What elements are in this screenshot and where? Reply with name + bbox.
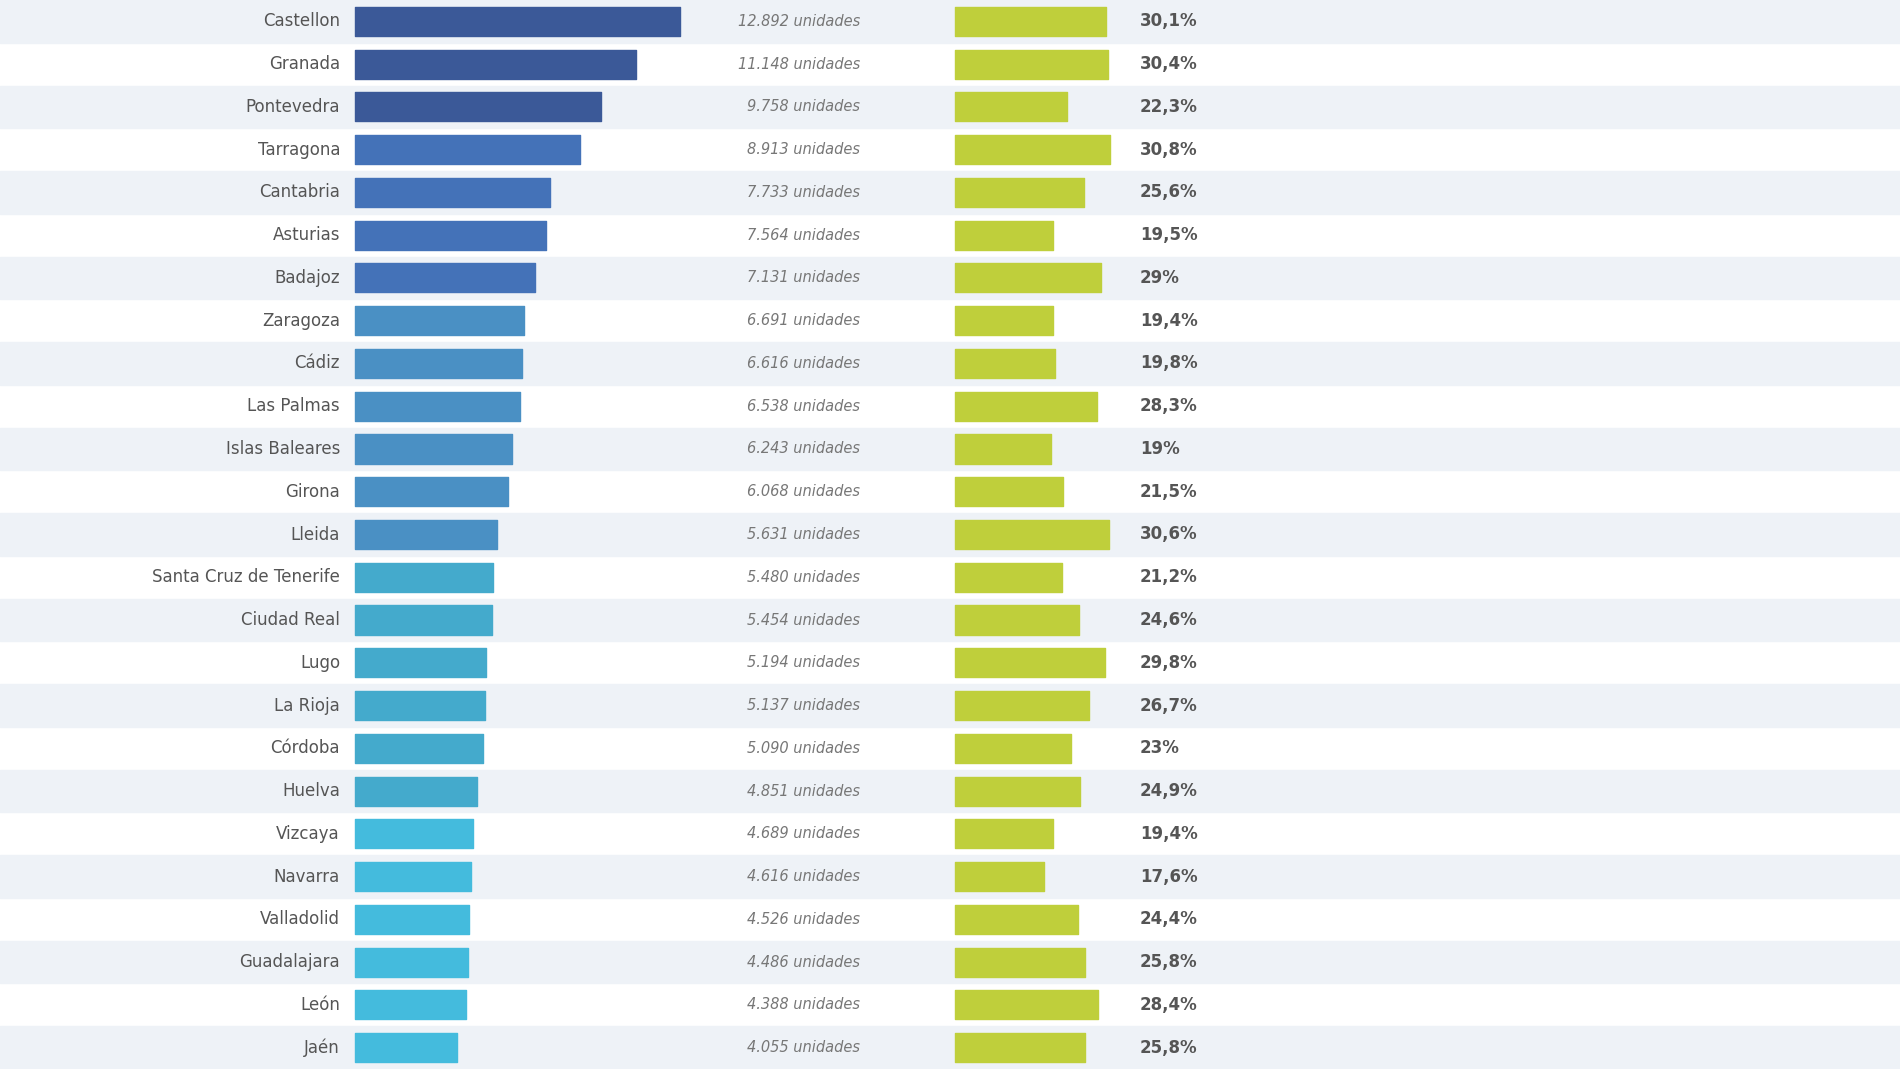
Text: 5.631 unidades: 5.631 unidades: [747, 527, 861, 542]
Text: Castellon: Castellon: [262, 13, 340, 30]
Text: 7.131 unidades: 7.131 unidades: [747, 270, 861, 285]
Text: 7.733 unidades: 7.733 unidades: [747, 185, 861, 200]
Text: Tarragona: Tarragona: [258, 141, 340, 158]
Text: Lleida: Lleida: [291, 526, 340, 543]
Text: 8.913 unidades: 8.913 unidades: [747, 142, 861, 157]
Text: 4.689 unidades: 4.689 unidades: [747, 826, 861, 841]
Text: Badajoz: Badajoz: [274, 269, 340, 286]
Text: 19,4%: 19,4%: [1140, 825, 1197, 842]
Text: 5.480 unidades: 5.480 unidades: [747, 570, 861, 585]
Text: 21,5%: 21,5%: [1140, 483, 1197, 500]
Text: Girona: Girona: [285, 483, 340, 500]
Text: La Rioja: La Rioja: [274, 697, 340, 714]
Text: 25,8%: 25,8%: [1140, 1039, 1197, 1056]
Text: Santa Cruz de Tenerife: Santa Cruz de Tenerife: [152, 569, 340, 586]
Text: 21,2%: 21,2%: [1140, 569, 1197, 586]
Text: León: León: [300, 996, 340, 1013]
Text: 4.055 unidades: 4.055 unidades: [747, 1040, 861, 1055]
Text: 24,4%: 24,4%: [1140, 911, 1197, 928]
Text: 22,3%: 22,3%: [1140, 98, 1197, 115]
Text: Jaén: Jaén: [304, 1038, 340, 1057]
Text: Islas Baleares: Islas Baleares: [226, 440, 340, 458]
Text: Vizcaya: Vizcaya: [276, 825, 340, 842]
Text: Pontevedra: Pontevedra: [245, 98, 340, 115]
Text: 4.616 unidades: 4.616 unidades: [747, 869, 861, 884]
Text: Guadalajara: Guadalajara: [239, 954, 340, 971]
Text: 25,6%: 25,6%: [1140, 184, 1197, 201]
Text: 5.137 unidades: 5.137 unidades: [747, 698, 861, 713]
Text: 6.616 unidades: 6.616 unidades: [747, 356, 861, 371]
Text: 24,9%: 24,9%: [1140, 783, 1197, 800]
Text: 30,6%: 30,6%: [1140, 526, 1197, 543]
Text: Ciudad Real: Ciudad Real: [241, 611, 340, 629]
Text: 17,6%: 17,6%: [1140, 868, 1197, 885]
Text: 6.068 unidades: 6.068 unidades: [747, 484, 861, 499]
Text: 7.564 unidades: 7.564 unidades: [747, 228, 861, 243]
Text: 6.243 unidades: 6.243 unidades: [747, 441, 861, 456]
Text: 5.454 unidades: 5.454 unidades: [747, 613, 861, 628]
Text: 28,3%: 28,3%: [1140, 398, 1197, 415]
Text: 29,8%: 29,8%: [1140, 654, 1197, 671]
Text: 5.194 unidades: 5.194 unidades: [747, 655, 861, 670]
Text: 19%: 19%: [1140, 440, 1180, 458]
Text: 29%: 29%: [1140, 269, 1180, 286]
Text: 26,7%: 26,7%: [1140, 697, 1197, 714]
Text: 24,6%: 24,6%: [1140, 611, 1197, 629]
Text: 4.851 unidades: 4.851 unidades: [747, 784, 861, 799]
Text: 19,4%: 19,4%: [1140, 312, 1197, 329]
Text: Granada: Granada: [270, 56, 340, 73]
Text: 4.388 unidades: 4.388 unidades: [747, 997, 861, 1012]
Text: Lugo: Lugo: [300, 654, 340, 671]
Text: Cádiz: Cádiz: [294, 355, 340, 372]
Text: Córdoba: Córdoba: [270, 740, 340, 757]
Text: Valladolid: Valladolid: [260, 911, 340, 928]
Text: 4.526 unidades: 4.526 unidades: [747, 912, 861, 927]
Text: Asturias: Asturias: [272, 227, 340, 244]
Text: 11.148 unidades: 11.148 unidades: [737, 57, 861, 72]
Text: Cantabria: Cantabria: [258, 184, 340, 201]
Text: 5.090 unidades: 5.090 unidades: [747, 741, 861, 756]
Text: 30,1%: 30,1%: [1140, 13, 1197, 30]
Text: Las Palmas: Las Palmas: [247, 398, 340, 415]
Text: 19,5%: 19,5%: [1140, 227, 1197, 244]
Text: 19,8%: 19,8%: [1140, 355, 1197, 372]
Text: Huelva: Huelva: [281, 783, 340, 800]
Text: 9.758 unidades: 9.758 unidades: [747, 99, 861, 114]
Text: 6.538 unidades: 6.538 unidades: [747, 399, 861, 414]
Text: 30,4%: 30,4%: [1140, 56, 1197, 73]
Text: 4.486 unidades: 4.486 unidades: [747, 955, 861, 970]
Text: 12.892 unidades: 12.892 unidades: [737, 14, 861, 29]
Text: 30,8%: 30,8%: [1140, 141, 1197, 158]
Text: 25,8%: 25,8%: [1140, 954, 1197, 971]
Text: Navarra: Navarra: [274, 868, 340, 885]
Text: Zaragoza: Zaragoza: [262, 312, 340, 329]
Text: 28,4%: 28,4%: [1140, 996, 1197, 1013]
Text: 6.691 unidades: 6.691 unidades: [747, 313, 861, 328]
Text: 23%: 23%: [1140, 740, 1180, 757]
